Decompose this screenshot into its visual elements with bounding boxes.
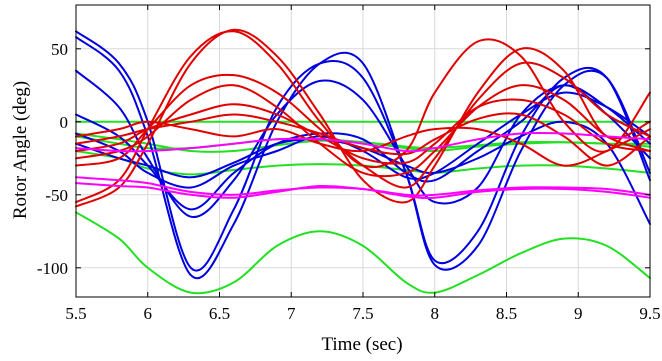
x-tick-label: 7.5 [352,304,373,323]
series-line-blue-1 [75,36,651,279]
series-line-red-7 [75,28,651,208]
x-tick-label: 8 [431,304,440,323]
x-tick-label: 9 [574,304,583,323]
series-line-magenta-19 [75,182,651,199]
tick-marks [75,5,651,297]
series-line-green-17 [75,132,651,153]
series-line-red-8 [75,61,651,189]
x-tick-label: 7 [287,304,296,323]
x-tick-label: 8.5 [496,304,517,323]
y-tick-label: 50 [51,40,68,59]
series-line-red-10 [75,98,651,165]
series-line-red-11 [75,112,651,167]
x-tick-label: 6 [144,304,153,323]
series-line-green-14 [75,211,651,295]
y-tick-label: -100 [37,259,68,278]
x-tick-label: 5.5 [65,304,86,323]
y-tick-label: 0 [60,113,69,132]
x-tick-label: 6.5 [209,304,230,323]
series-line-red-12 [75,120,651,167]
series-group [75,28,651,295]
y-axis-label: Rotor Angle (deg) [10,81,31,219]
x-tick-labels: 5.5 6 6.5 7 7.5 8 8.5 9 9.5 [65,304,660,323]
x-axis-label: Time (sec) [321,334,402,355]
y-tick-labels: -100 -50 0 50 [37,40,68,278]
y-tick-label: -50 [45,186,68,205]
series-line-magenta-20 [75,131,651,153]
x-tick-label: 9.5 [639,304,660,323]
